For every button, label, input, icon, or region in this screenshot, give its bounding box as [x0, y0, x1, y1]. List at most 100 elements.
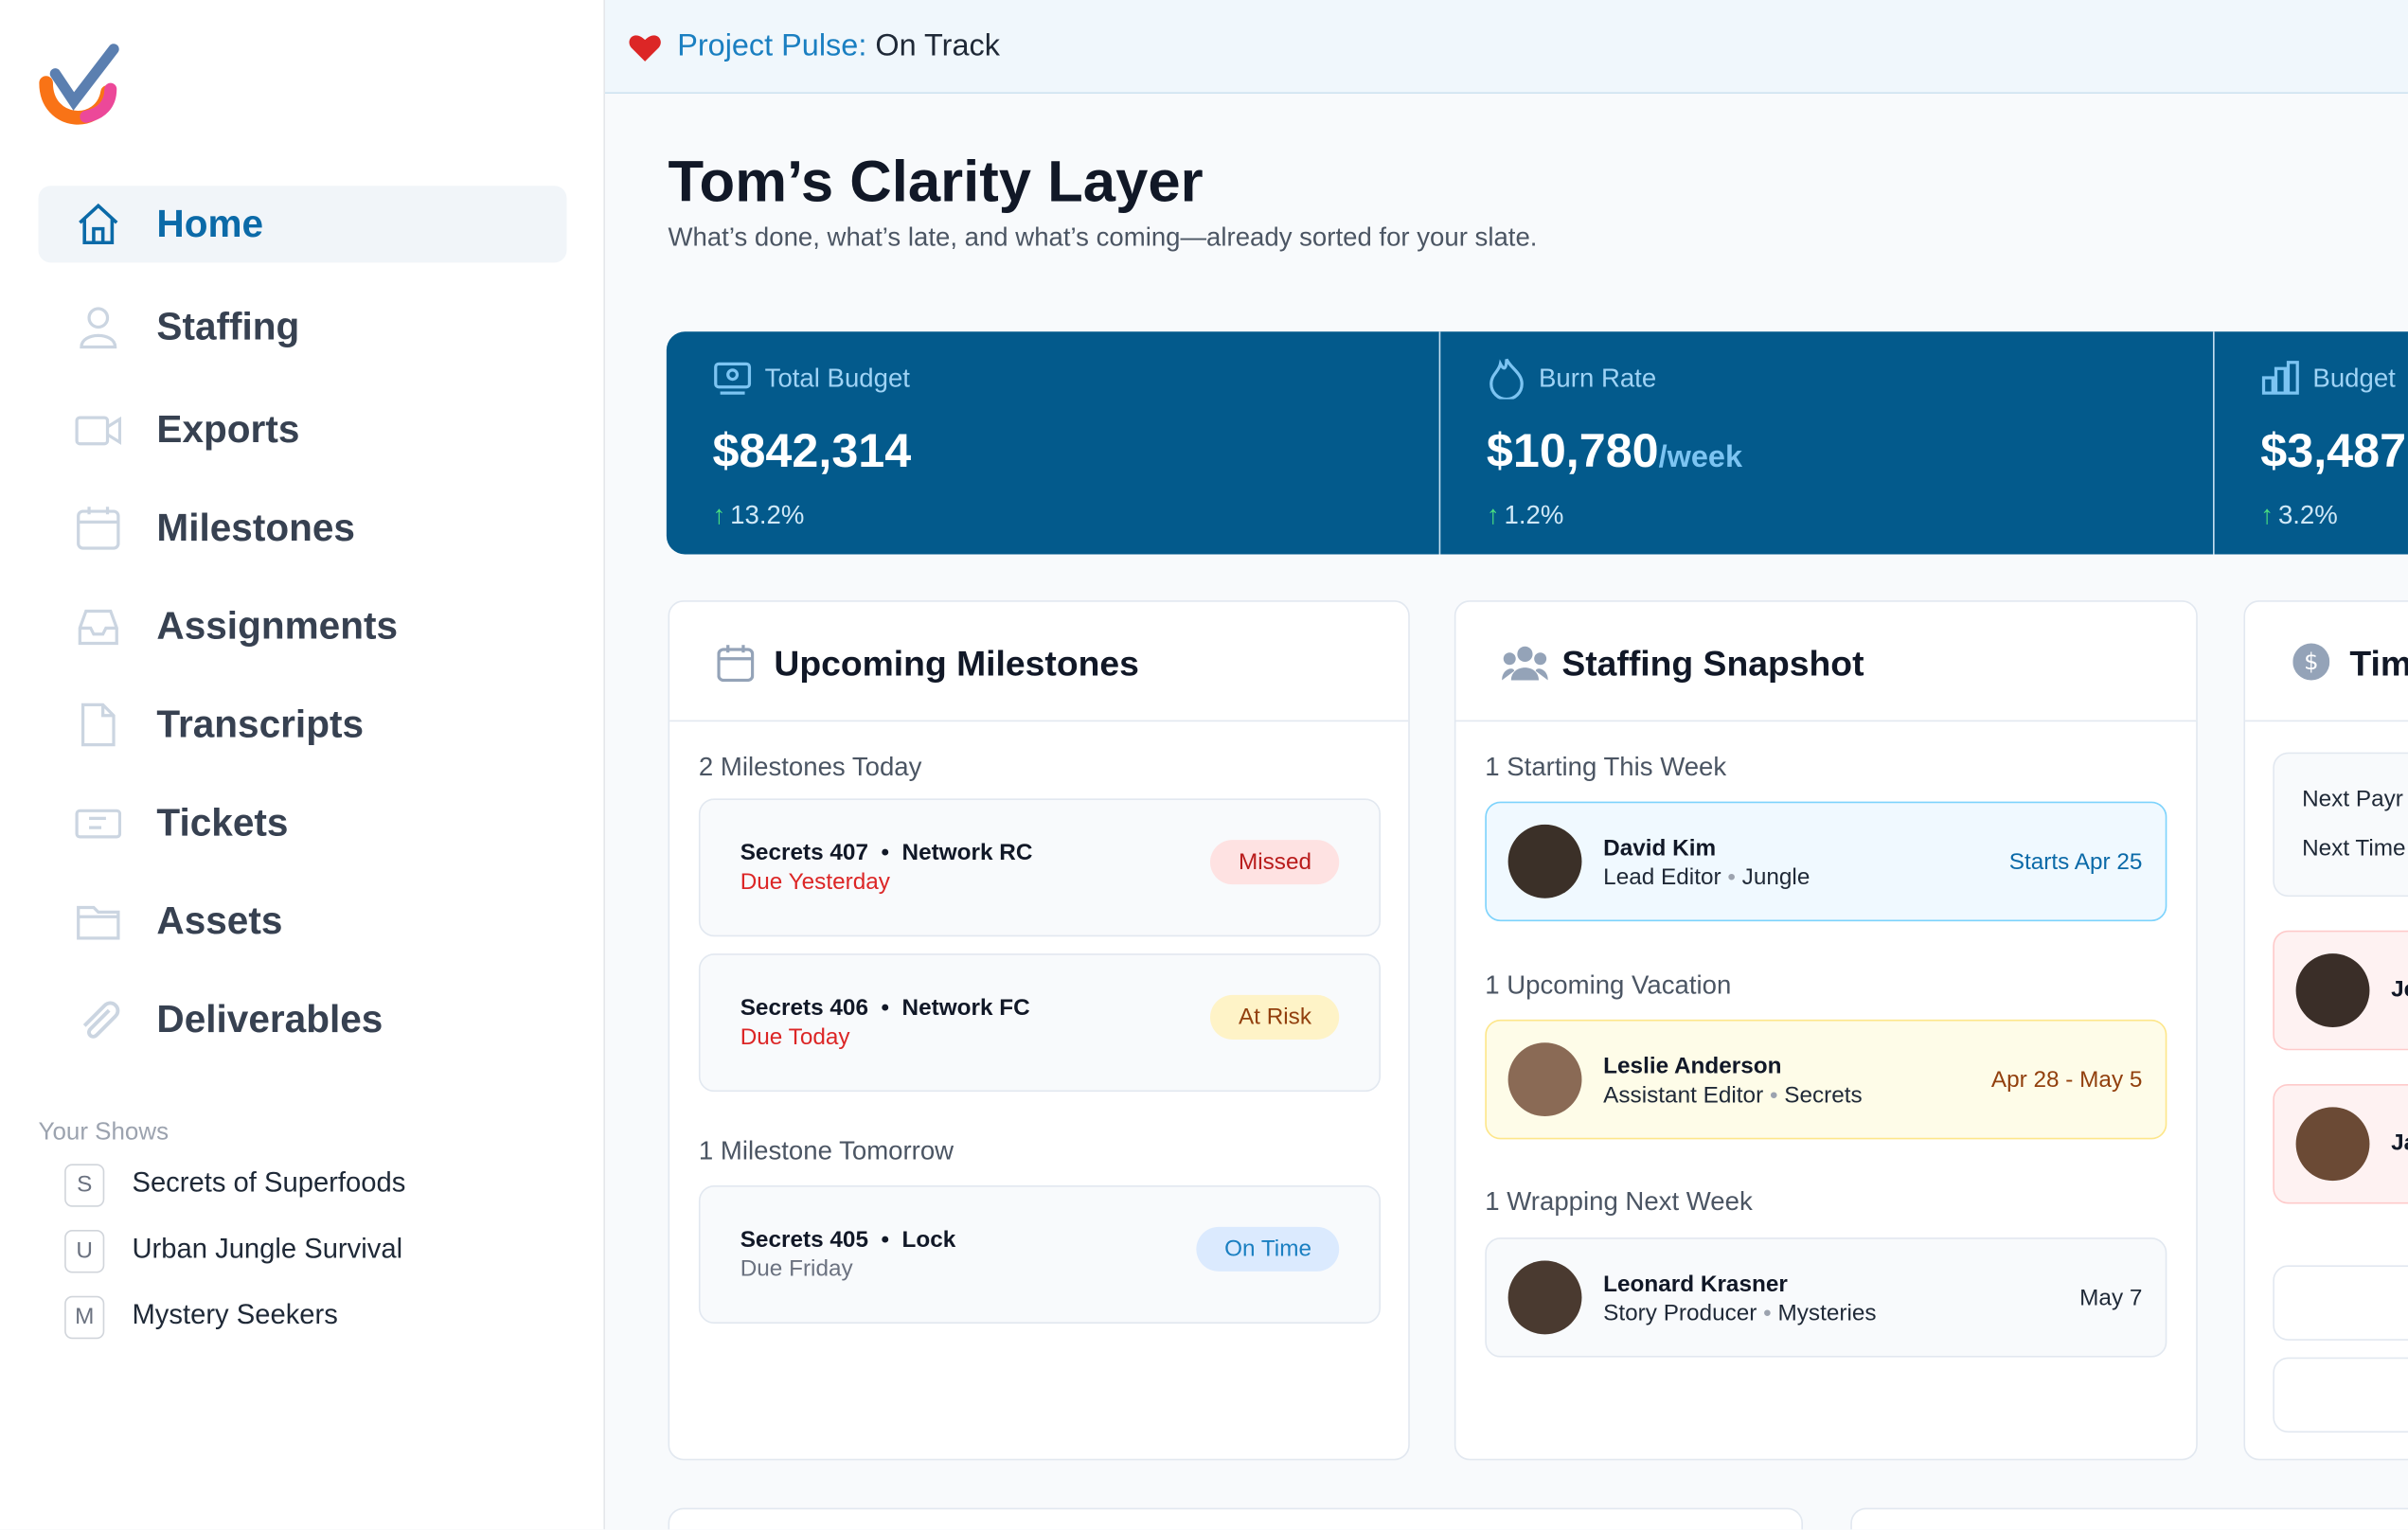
- nav-label: Milestones: [156, 507, 355, 550]
- icon: [1502, 646, 1548, 681]
- staffing-card: Staffing Snapshot 1 Starting This Week D…: [1454, 600, 2198, 1461]
- banner: Project Pulse: On Track: [604, 0, 2408, 94]
- show-initial: U: [64, 1230, 105, 1273]
- metric: Burn Rate $10,780/week ↑ 1.2%: [1438, 331, 2213, 555]
- milestone[interactable]: Secrets 407 • Network RC Due Yesterday Mis…: [698, 798, 1381, 937]
- nav-item[interactable]: Staffing: [39, 289, 567, 365]
- avatar: [2295, 953, 2370, 1027]
- milestone[interactable]: Secrets 406 • Network FC Due Today At Risk: [698, 953, 1381, 1093]
- nav-item[interactable]: Assignments: [39, 588, 567, 665]
- show-name: Mystery Seekers: [132, 1299, 338, 1330]
- show-item[interactable]: U Urban Jungle Survival: [64, 1230, 403, 1273]
- avatar: [1507, 1260, 1582, 1335]
- milestones-card: Upcoming Milestones 2 Milestones Today S…: [668, 600, 1410, 1461]
- step: Network RC: [901, 840, 1033, 866]
- card-title: Staffing Snapshot: [1561, 643, 1864, 684]
- nav-label: Transcripts: [156, 703, 365, 747]
- milestone-title: Secrets 405 • Lock: [740, 1226, 956, 1254]
- icon: [714, 362, 752, 395]
- svg-text:$: $: [2304, 648, 2318, 675]
- change: 3.2%: [2277, 500, 2338, 530]
- icon: [80, 307, 117, 349]
- person-role: Story Producer • Mysteries: [1603, 1300, 1877, 1327]
- show-initial: M: [64, 1295, 105, 1340]
- card-title: Upcoming Milestones: [774, 643, 1139, 684]
- person[interactable]: Ja: [2273, 1083, 2408, 1204]
- milestone[interactable]: Secrets 405 • Lock Due Friday On Time: [698, 1185, 1381, 1324]
- episode: Secrets 407: [740, 840, 868, 866]
- milestone-title: Secrets 406 • Network FC: [740, 994, 1030, 1022]
- role: Assistant Editor: [1603, 1082, 1764, 1109]
- role: Lead Editor: [1603, 864, 1721, 891]
- episode: Secrets 405: [740, 1226, 868, 1254]
- card-title: Tim: [2349, 643, 2408, 684]
- person-name: David Kim: [1603, 835, 1717, 862]
- icon: [80, 703, 116, 747]
- person[interactable]: Leslie Anderson Assistant Editor • Secret…: [1485, 1019, 2167, 1140]
- nav-item[interactable]: Assets: [39, 883, 567, 960]
- nav-item[interactable]: Deliverables: [39, 981, 567, 1058]
- icon: [75, 809, 122, 839]
- avatar: [2295, 1107, 2370, 1182]
- icon: [77, 905, 120, 940]
- info-box: Next Payr Next Time: [2273, 752, 2408, 898]
- show-initial: S: [64, 1164, 105, 1207]
- third-card: $ Tim Next Payr Next Time Je Ja: [2243, 600, 2408, 1461]
- person[interactable]: David Kim Lead Editor • Jungle Starts Apr …: [1485, 801, 2167, 922]
- card-header: $ Tim: [2245, 602, 2408, 722]
- status-pill: On Time: [1196, 1226, 1340, 1272]
- show-name: Urban Jungle Survival: [132, 1233, 403, 1264]
- person-name: Je: [2391, 976, 2408, 1004]
- metric: Budget $3,487 ↑ 3.2%: [2213, 331, 2408, 555]
- group-heading: 1 Milestone Tomorrow: [698, 1136, 954, 1165]
- group-heading: 1 Wrapping Next Week: [1485, 1186, 1753, 1217]
- pulse: Project Pulse: On Track: [677, 29, 1000, 64]
- show-item[interactable]: S Secrets of Superfoods: [64, 1164, 405, 1207]
- person[interactable]: Je: [2273, 930, 2408, 1051]
- date: Apr 28 - May 5: [1990, 1067, 2143, 1094]
- nav-label: Home: [156, 203, 264, 246]
- value: $3,487: [2260, 423, 2407, 478]
- show: Mysteries: [1777, 1300, 1877, 1327]
- nav-item[interactable]: Transcripts: [39, 686, 567, 763]
- nav-item[interactable]: Tickets: [39, 785, 567, 862]
- status-pill: At Risk: [1210, 994, 1340, 1040]
- person-role: Lead Editor • Jungle: [1603, 864, 1810, 891]
- nav-item[interactable]: Home: [38, 186, 567, 263]
- episode: Secrets 406: [740, 994, 868, 1022]
- show-item[interactable]: M Mystery Seekers: [64, 1295, 338, 1340]
- heart-icon: [629, 35, 661, 62]
- icon: [82, 1001, 120, 1039]
- role: Story Producer: [1603, 1300, 1757, 1327]
- icon: [78, 609, 118, 646]
- icon: [717, 645, 755, 683]
- change: 13.2%: [730, 500, 805, 530]
- metrics-band: [666, 331, 2408, 555]
- person-role: Assistant Editor • Secrets: [1603, 1082, 1863, 1109]
- metric-value: $842,314: [713, 424, 912, 479]
- date: May 7: [2079, 1285, 2143, 1312]
- nav-item[interactable]: Exports: [39, 392, 567, 469]
- date: Starts Apr 25: [2008, 848, 2143, 876]
- nav-label: Staffing: [156, 305, 300, 349]
- metric-label: Burn Rate: [1539, 364, 1657, 394]
- metric-change: ↑ 13.2%: [712, 500, 805, 530]
- metric-label: Budget: [2312, 364, 2396, 394]
- metric-value: $10,780/week: [1487, 424, 1742, 479]
- metric: Total Budget $842,314 ↑ 13.2%: [667, 331, 1439, 554]
- card-header: Upcoming Milestones: [669, 602, 1409, 722]
- page-subtitle: What’s done, what’s late, and what’s com…: [668, 222, 1538, 252]
- avatar: [1507, 1042, 1582, 1117]
- nav-item[interactable]: Milestones: [39, 489, 567, 566]
- person[interactable]: Leonard Krasner Story Producer • Mysterie…: [1485, 1237, 2167, 1358]
- info-row: Next Payr: [2302, 786, 2403, 812]
- card-header: Staffing Snapshot: [1455, 602, 2197, 722]
- icon: [1489, 358, 1524, 400]
- info-row: Next Time: [2302, 835, 2406, 862]
- group-heading: 1 Upcoming Vacation: [1485, 970, 1732, 1000]
- change: 1.2%: [1504, 500, 1564, 530]
- metric-change: ↑ 3.2%: [2260, 500, 2338, 530]
- person-name: Leslie Anderson: [1603, 1053, 1782, 1080]
